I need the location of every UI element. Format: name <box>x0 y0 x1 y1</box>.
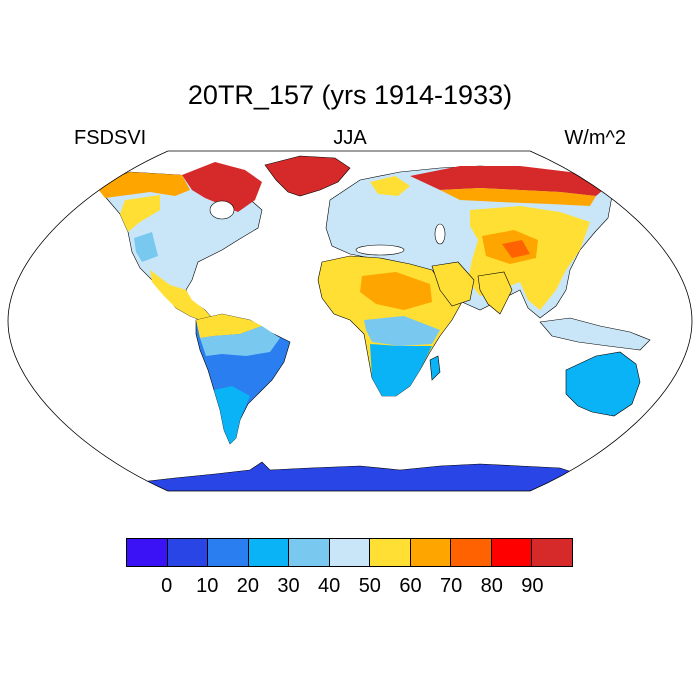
india <box>477 271 513 315</box>
colorbar <box>126 538 573 567</box>
antarctica <box>119 461 601 491</box>
colorbar-swatch <box>329 539 371 566</box>
map-title: 20TR_157 (yrs 1914-1933) <box>187 80 513 110</box>
africa-central <box>364 316 440 346</box>
north-america-arctic <box>182 162 262 212</box>
caspian-sea <box>434 223 446 245</box>
new-zealand <box>651 399 665 425</box>
siberia-orange <box>440 188 596 206</box>
units-label: W/m^2 <box>564 127 626 149</box>
colorbar-tick-label: 70 <box>439 575 463 597</box>
africa-south <box>370 344 432 396</box>
europe-yellow <box>370 176 410 196</box>
colorbar-swatch <box>167 539 209 566</box>
colorbar-tick-label: 30 <box>277 575 300 597</box>
north-america-sw <box>134 232 158 262</box>
colorbar-swatch <box>127 539 168 566</box>
colorbar-swatch <box>248 539 290 566</box>
colorbar-swatch <box>451 539 492 566</box>
central-america <box>150 270 212 322</box>
colorbar-swatch <box>532 539 573 566</box>
colorbar-tick-label: 20 <box>236 575 260 597</box>
colorbar-tick-label: 0 <box>161 575 173 597</box>
north-america-west-yellow <box>120 195 160 232</box>
colorbar-tick-label: 90 <box>521 575 544 597</box>
sea-islands <box>539 317 651 351</box>
madagascar <box>429 355 441 381</box>
colorbar-tick-label: 50 <box>358 575 381 597</box>
australia <box>565 351 641 417</box>
colorbar-tick-label: 80 <box>480 575 503 597</box>
sahara-orange <box>360 272 432 310</box>
hudson-bay <box>209 200 235 220</box>
mediterranean-sea <box>355 244 405 256</box>
south-america-south <box>214 386 250 444</box>
colorbar-tick-label: 10 <box>196 575 219 597</box>
arabia <box>431 261 475 307</box>
colorbar-tick-label: 40 <box>318 575 341 597</box>
south-america-mid <box>200 326 280 356</box>
north-america-arctic-edge <box>95 172 190 198</box>
colorbar-tick-label: 60 <box>399 575 422 597</box>
colorbar-swatch <box>491 539 533 566</box>
colorbar-swatch <box>208 539 249 566</box>
tibet-red <box>502 240 530 258</box>
colorbar-swatch <box>289 539 330 566</box>
colorbar-swatch <box>370 539 411 566</box>
season-label: JJA <box>333 127 367 149</box>
globe-outline <box>7 150 693 492</box>
colorbar-swatch <box>410 539 452 566</box>
siberia-hot <box>410 166 610 196</box>
variable-label: FSDSVI <box>74 127 147 149</box>
greenland <box>264 155 351 197</box>
